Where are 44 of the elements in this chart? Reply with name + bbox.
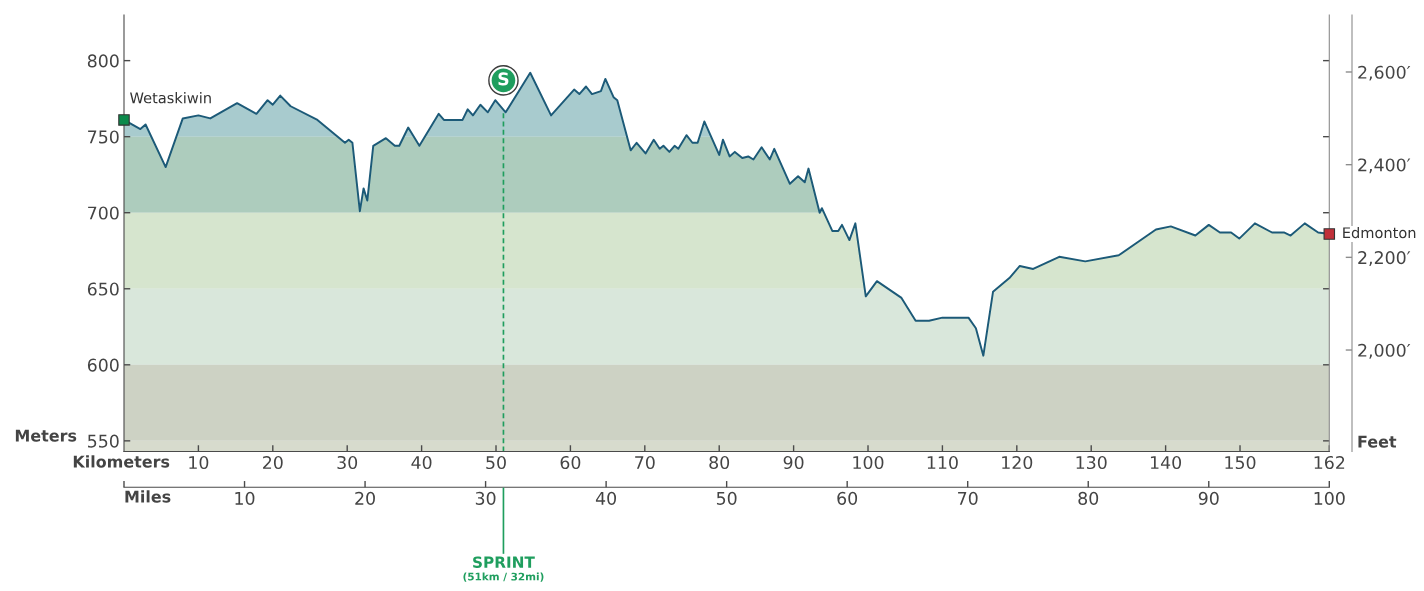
x-tick-label: 100: [853, 455, 884, 470]
x-tick-label: 40: [411, 455, 432, 470]
x2-tick-label: 40: [595, 491, 617, 505]
y-tick-label: 650: [87, 282, 119, 296]
x-tick-label: 60: [560, 455, 581, 470]
y-tick-label: 550: [88, 434, 119, 448]
y2-axis-title: Feet: [1358, 435, 1397, 448]
y-tick-label: 600: [87, 358, 119, 372]
y-axis-title: Meters: [15, 429, 77, 442]
x-tick-label: 50: [486, 455, 506, 470]
x-tick-label: 120: [1002, 455, 1033, 470]
ref-line-label: SPRINT (51km / 32mi): [463, 556, 544, 582]
x2-tick-label: 60: [837, 491, 858, 505]
x2-tick-label: 20: [355, 491, 375, 505]
x2-tick-label: 100: [1314, 491, 1345, 505]
x-tick-label: 150: [1225, 455, 1256, 470]
x-tick-label: 90: [783, 455, 804, 470]
x2-tick-label: 50: [716, 491, 737, 505]
x2-tick-label: 90: [1198, 491, 1219, 505]
y2-tick-label: 2,600′: [1358, 65, 1411, 81]
y2-tick-label: 2,200′: [1358, 251, 1411, 266]
x-tick-label: 80: [709, 455, 730, 470]
x-tick-label: 110: [927, 455, 958, 470]
x-axis-title: Kilometers: [73, 455, 170, 468]
x2-axis-title: Miles: [125, 490, 171, 503]
y-tick-label: 800: [87, 54, 119, 68]
x2-tick-label: 80: [1078, 491, 1099, 505]
annotation: Wetaskiwin: [130, 92, 211, 104]
x-tick-label: 70: [635, 455, 655, 470]
annotation: Edmonton: [1343, 226, 1416, 239]
annotation: S: [498, 72, 509, 86]
x2-tick-label: 10: [235, 491, 255, 505]
y-tick-label: 700: [88, 206, 119, 220]
x-tick-label: 130: [1076, 455, 1107, 470]
x-tick-label: 20: [263, 455, 283, 470]
y2-tick-label: 2,400′: [1358, 158, 1411, 174]
x2-tick-label: 70: [958, 491, 978, 505]
x-tick-label: 140: [1150, 455, 1182, 470]
x-tick-label: 10: [189, 455, 209, 470]
x2-tick-label: 30: [475, 491, 496, 505]
y2-tick-label: 2,000′: [1358, 343, 1411, 359]
x-tick-label: 162: [1314, 455, 1345, 470]
y-tick-label: 750: [88, 130, 119, 144]
x-tick-label: 30: [337, 455, 358, 470]
